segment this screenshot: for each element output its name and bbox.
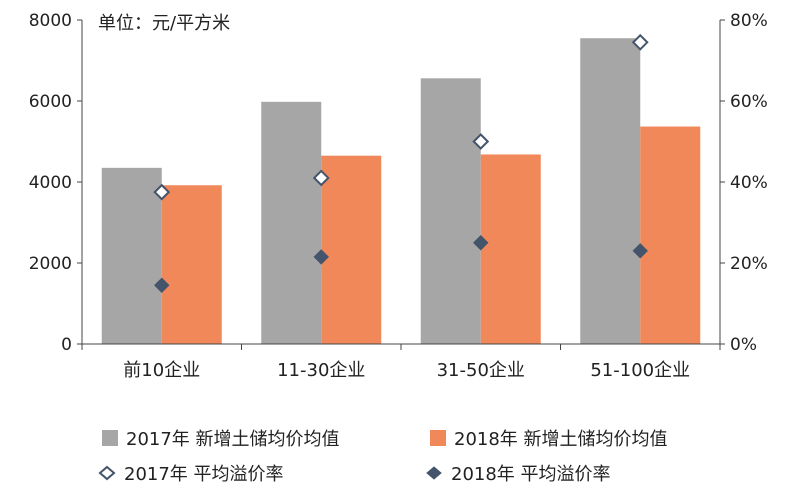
x-tick-label: 前10企业 (123, 360, 200, 381)
unit-label: 单位：元/平方米 (98, 13, 230, 34)
bar-2017-3 (580, 38, 641, 344)
y-right-tick-label: 0% (730, 335, 757, 355)
y-right-tick-label: 40% (730, 173, 768, 193)
point-2018-rate-1 (313, 249, 329, 265)
axes-layer: 0 2000 4000 6000 8000 0% 20% 40% 60% 80% 前10企业 11-3… (29, 11, 768, 381)
y-left-tick-label: 6000 (29, 92, 72, 112)
y-left-tick-label: 8000 (29, 11, 72, 31)
x-tick-label: 11-30企业 (277, 360, 365, 381)
point-2018-rate-2 (473, 235, 489, 251)
points-layer (153, 33, 649, 293)
y-left-tick-label: 0 (61, 335, 72, 355)
bars-layer (101, 38, 701, 344)
point-2018-rate-3 (632, 243, 648, 259)
point-2017-rate-1 (312, 169, 330, 187)
bar-2017-0 (101, 167, 162, 344)
bar-2017-2 (420, 78, 481, 344)
bar-2018-2 (480, 154, 541, 344)
y-right-tick-label: 60% (730, 92, 768, 112)
y-left-tick-label: 4000 (29, 173, 72, 193)
point-2017-rate-0 (153, 183, 171, 201)
x-tick-label: 51-100企业 (590, 360, 690, 381)
bar-2018-3 (640, 126, 701, 344)
point-2017-rate-3 (631, 33, 649, 51)
y-right-tick-label: 20% (730, 254, 768, 274)
bar-2018-1 (321, 155, 382, 344)
x-tick-label: 31-50企业 (437, 360, 525, 381)
bar-2017-1 (261, 101, 322, 344)
y-right-tick-label: 80% (730, 11, 768, 31)
point-2017-rate-2 (472, 133, 490, 150)
y-left-tick-label: 2000 (29, 254, 72, 274)
point-2018-rate-0 (154, 277, 170, 293)
bar-2018-0 (161, 185, 222, 344)
